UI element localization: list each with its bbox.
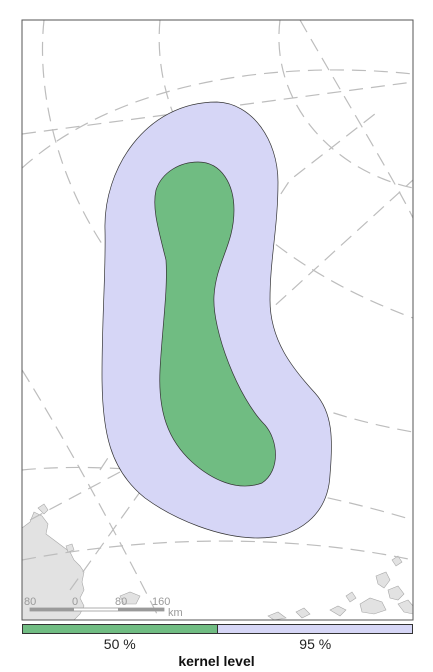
grat-label-left-80n: 80°N	[7, 541, 19, 566]
legend-swatch-50	[23, 625, 218, 633]
legend-label-95: 95 %	[299, 636, 332, 652]
grat-label-left-20w: 20°W	[7, 120, 19, 148]
grat-label-top-100w: 100°W	[367, 6, 401, 18]
kernel-legend-bar	[22, 624, 413, 634]
grat-label-right-86n: 86°N	[417, 306, 429, 331]
grat-label-right-82n: 82°N	[417, 538, 429, 563]
scale-tick-label: 0	[72, 596, 78, 608]
grat-label-left-20e: 20°E	[7, 504, 19, 528]
scale-tick-label: 80	[24, 596, 36, 608]
kernel-legend-labels: 50 % 95 %	[22, 636, 413, 652]
scale-tick-label: 80	[115, 596, 127, 608]
scale-tick-label: 160	[152, 596, 170, 608]
map-frame	[21, 19, 414, 621]
scale-unit: km	[168, 607, 183, 619]
grat-label-right-88n: 88°N	[417, 176, 429, 201]
grat-label-top-86n: 86°N	[151, 6, 176, 18]
legend-swatch-95	[218, 625, 412, 633]
grat-label-top-60w: 60°W	[318, 6, 346, 18]
landmass-southwest	[22, 503, 141, 620]
islands-southeast	[267, 555, 413, 620]
scale-bar: 80 0 80 160 km	[24, 596, 183, 619]
grat-label-right-84n: 84°N	[417, 424, 429, 449]
legend-label-50: 50 %	[103, 636, 136, 652]
grat-label-top-84n: 84°N	[34, 6, 59, 18]
grat-label-left-82n: 82°N	[7, 359, 19, 384]
kernel-50-polygon	[154, 161, 276, 487]
legend-title: kernel level	[178, 653, 255, 669]
grat-label-top-88n: 88°N	[273, 6, 298, 18]
